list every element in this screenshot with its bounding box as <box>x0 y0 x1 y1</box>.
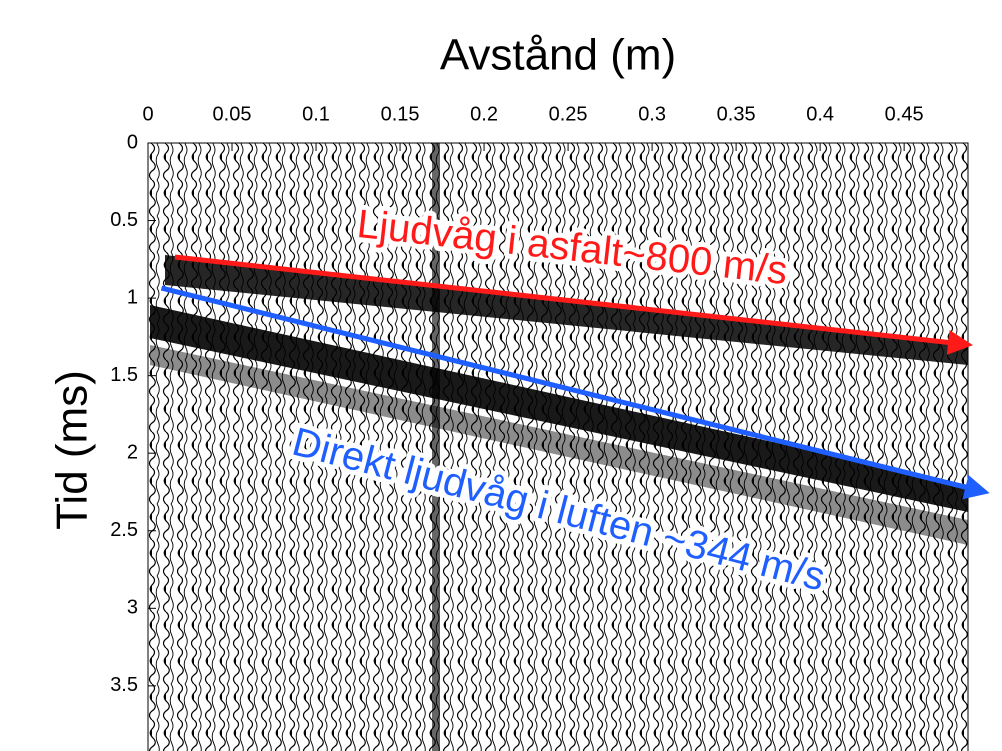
y-axis-label: Tid (ms) <box>48 370 97 530</box>
x-tick-label: 0.35 <box>717 103 756 125</box>
chart-title: Avstånd (m) <box>440 31 676 80</box>
y-tick-label: 0.5 <box>110 209 138 231</box>
x-tick-label: 0.15 <box>381 103 420 125</box>
y-tick-label: 1 <box>127 286 138 308</box>
x-tick-label: 0.25 <box>549 103 588 125</box>
y-tick-label: 3.5 <box>110 674 138 696</box>
x-tick-label: 0.3 <box>638 103 666 125</box>
y-tick-label: 0 <box>127 131 138 153</box>
chart: Avstånd (m) Tid (ms) Ljudvåg i asfalt~80… <box>0 0 1002 751</box>
x-tick-label: 0.2 <box>470 103 498 125</box>
x-tick-label: 0.45 <box>885 103 924 125</box>
x-tick-label: 0.4 <box>806 103 834 125</box>
y-tick-label: 1.5 <box>110 364 138 386</box>
y-tick-label: 2 <box>127 441 138 463</box>
y-tick-label: 2.5 <box>110 519 138 541</box>
y-tick-label: 3 <box>127 597 138 619</box>
x-tick-label: 0 <box>142 103 153 125</box>
x-tick-label: 0.1 <box>302 103 330 125</box>
x-tick-label: 0.05 <box>213 103 252 125</box>
